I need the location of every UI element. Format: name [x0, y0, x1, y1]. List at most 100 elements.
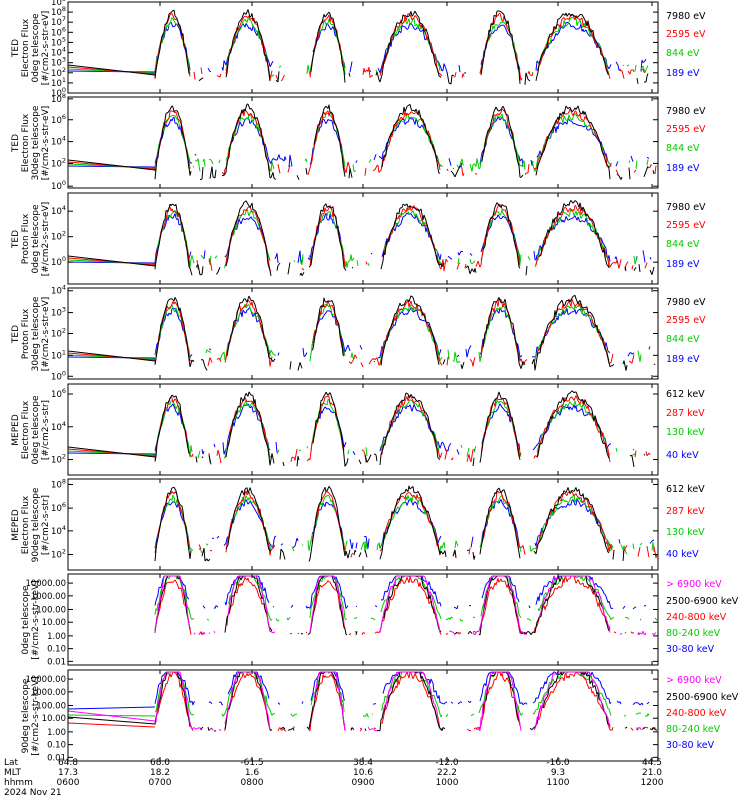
series-line-1 [67, 710, 156, 722]
legend-entry: 7980 eV [666, 106, 706, 117]
series-line-1 [154, 671, 642, 732]
plot-area: 100 102 104 [51, 192, 659, 285]
series-line-3 [67, 722, 156, 728]
x-tick-mlt: 9.3 [550, 768, 566, 778]
y-tick-label: 10.00 [42, 714, 66, 724]
series-line-1 [67, 255, 156, 267]
legend: 7980 eV 2595 eV 844 eV 189 eV [666, 193, 750, 284]
legend-entry: 287 keV [666, 506, 705, 517]
y-tick-label: 100 [51, 369, 66, 382]
x-tick-lat: 44.5 [641, 758, 663, 768]
y-tick-label: 100.00 [36, 701, 66, 711]
y-tick-label: 104 [51, 135, 66, 148]
data-traces [67, 390, 651, 467]
y-tick-label: 0.01 [47, 753, 66, 763]
legend-entry: 130 keV [666, 527, 705, 538]
x-tick-hhmm: 0700 [148, 778, 172, 788]
legend-entry: 844 eV [666, 239, 700, 250]
y-tick-label: 0.10 [47, 645, 66, 655]
legend-entry: 287 keV [666, 408, 705, 419]
legend-entry: 612 keV [666, 389, 705, 400]
x-tick-mlt: 21.0 [641, 768, 663, 778]
lat-row-label: Lat [4, 758, 19, 768]
plot-area: 102 104 106 [51, 383, 659, 476]
legend-entry: 7980 eV [666, 297, 706, 308]
series-line-3 [154, 113, 649, 172]
legend: 7980 eV 2595 eV 844 eV 189 eV [666, 97, 750, 188]
x-tick-lat: 64.8 [57, 758, 79, 768]
x-tick-mlt: 17.3 [57, 768, 79, 778]
x-tick-mlt: 22.2 [436, 768, 458, 778]
y-tick-label: 102 [51, 548, 66, 561]
plot-date: 2024 Nov 21 [4, 788, 62, 798]
plot-frame [67, 1, 659, 94]
y-tick-label: 100 [51, 255, 66, 268]
plot-area: 100 102 104 106 108 [51, 92, 659, 192]
y-tick-label: 106 [51, 387, 66, 400]
x-tick-mlt: 10.6 [352, 768, 374, 778]
legend-entry: 2500-6900 keV [666, 692, 739, 703]
series-line-2 [154, 298, 635, 368]
data-traces [154, 485, 658, 562]
y-tick-label: 104 [51, 46, 66, 59]
series-line-1 [154, 390, 646, 467]
series-line-1 [154, 200, 655, 276]
series-line-1 [67, 64, 156, 76]
y-tick-label: 104 [51, 420, 66, 433]
y-tick-label: 1.00 [47, 728, 66, 738]
x-tick-hhmm: 0900 [351, 778, 375, 788]
y-tick-label: 100.00 [36, 605, 66, 615]
y-tick-label: 103 [51, 56, 66, 69]
plot-area: 100 101 102 103 104 [51, 284, 659, 382]
chart-panel-4: TED Proton Flux 30deg telescope [#/cm2-s-st… [0, 284, 750, 383]
y-tick-label: 104 [51, 204, 66, 217]
legend-entry: 2595 eV [666, 124, 706, 135]
series-line-1 [67, 446, 156, 458]
y-tick-label: 108 [51, 477, 66, 490]
x-tick-hhmm: 1100 [546, 778, 570, 788]
legend-entry: 189 eV [666, 259, 700, 270]
series-line-4 [154, 499, 655, 550]
legend-entry: 240-800 keV [666, 708, 727, 719]
legend-entry: 30-80 keV [666, 740, 715, 751]
x-tick-hhmm: 0800 [240, 778, 264, 788]
plot-area: 0.01 0.10 1.00 10.00 100.00 1000.00 10000.00 [25, 573, 659, 667]
data-traces [67, 294, 656, 371]
y-tick-label: 108 [51, 92, 66, 105]
y-tick-label: 101 [51, 348, 66, 361]
y-tick-label: 1000.00 [31, 592, 66, 602]
x-tick-hhmm: 1000 [435, 778, 459, 788]
y-tick-label: 106 [51, 25, 66, 38]
y-tick-label: 1.00 [47, 632, 66, 642]
y-tick-label: 10.00 [42, 618, 66, 628]
series-line-2 [67, 716, 156, 725]
plot-area: 0.01 0.10 1.00 10.00 100.00 1000.00 10000.00 [25, 669, 659, 763]
y-tick-label: 102 [51, 453, 66, 466]
legend: 612 keV 287 keV 130 keV 40 keV [666, 479, 750, 570]
y-tick-label: 10000.00 [25, 579, 66, 589]
y-tick-label: 106 [51, 501, 66, 514]
series-line-5 [154, 671, 650, 706]
x-tick-lat: -16.0 [546, 758, 570, 768]
y-tick-label: 106 [51, 113, 66, 126]
legend: 7980 eV 2595 eV 844 eV 189 eV [666, 288, 750, 379]
x-tick-hhmm: 1200 [640, 778, 664, 788]
legend-entry: 80-240 keV [666, 628, 721, 639]
data-traces [67, 671, 658, 732]
plot-area: 100101102103104105106107108109 [51, 0, 659, 99]
legend-entry: 2595 eV [666, 220, 706, 231]
plot-frame [67, 192, 659, 285]
x-axis-annotation: Lat MLT hhmm 64.8 17.3 0600 68.0 18.2 0700 -61… [0, 758, 750, 800]
y-tick-label: 102 [51, 156, 66, 169]
legend-entry: 2500-6900 keV [666, 596, 739, 607]
series-line-4 [154, 671, 650, 718]
chart-panel-2: TED Electron Flux 30deg telescope [#/cm2-s-… [0, 92, 750, 192]
y-tick-label: 109 [51, 0, 66, 8]
legend-entry: 30-80 keV [666, 644, 715, 655]
series-line-3 [154, 16, 649, 77]
y-tick-label: 108 [51, 5, 66, 18]
plot-area: 102 104 106 108 [51, 477, 659, 571]
legend: 7980 eV 2595 eV 844 eV 189 eV [666, 2, 750, 93]
legend-entry: 844 eV [666, 48, 700, 59]
